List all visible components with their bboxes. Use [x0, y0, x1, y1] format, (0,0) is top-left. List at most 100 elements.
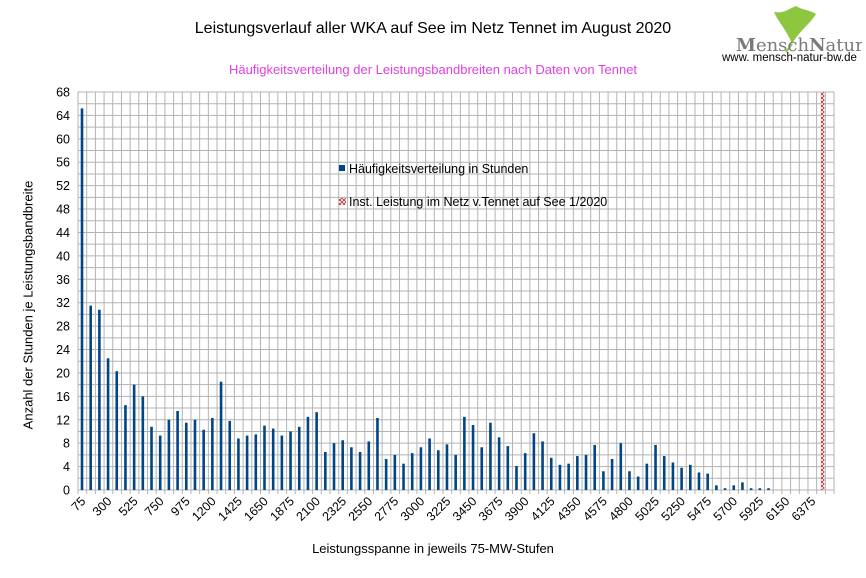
x-tick-label: 3675	[476, 494, 506, 524]
bar	[506, 446, 510, 490]
bar	[410, 453, 414, 490]
x-tick-label: 4800	[606, 494, 636, 524]
x-tick-label: 2325	[320, 494, 350, 524]
bar	[193, 419, 197, 490]
bar	[89, 305, 92, 490]
bar	[489, 422, 492, 490]
bar	[254, 434, 258, 490]
bar	[219, 381, 223, 490]
y-axis-label: Anzahl der Stunden je Leistungsbandbreit…	[20, 180, 36, 430]
x-tick-label: 2550	[346, 494, 376, 524]
bar	[184, 422, 188, 490]
bar	[271, 428, 275, 490]
bar	[541, 441, 544, 490]
bar	[141, 396, 145, 490]
website-url: www. mensch-natur-bw.de	[722, 52, 857, 64]
legend-swatch-frequency	[339, 165, 345, 171]
bar	[662, 456, 666, 490]
bar	[532, 433, 536, 490]
x-tick-label: 3225	[424, 494, 454, 524]
y-tick-label: 36	[56, 273, 70, 287]
bar	[723, 488, 727, 490]
bar	[602, 471, 605, 490]
y-tick-label: 20	[56, 366, 70, 380]
bar	[610, 458, 614, 490]
y-tick-label: 56	[56, 156, 70, 170]
x-tick-label: 4350	[554, 494, 584, 524]
x-tick-label: 3000	[398, 494, 428, 524]
bar	[80, 108, 84, 490]
bar	[402, 463, 405, 490]
bar	[367, 441, 371, 490]
bar	[697, 472, 701, 490]
x-tick-label: 300	[90, 494, 115, 519]
bar	[463, 416, 466, 490]
bar	[523, 453, 527, 490]
bar	[636, 476, 640, 490]
bar	[132, 384, 136, 490]
bar	[384, 458, 388, 490]
bar	[619, 443, 623, 490]
x-tick-label: 1875	[267, 494, 297, 524]
bar	[732, 485, 736, 490]
bar	[428, 438, 431, 490]
y-tick-label: 52	[56, 179, 70, 193]
x-tick-label: 2100	[294, 494, 324, 524]
ginkgo-leaf-icon: MenschNatur	[736, 6, 862, 54]
bar	[263, 425, 266, 490]
y-tick-label: 60	[56, 132, 70, 146]
x-tick-label: 5925	[737, 494, 767, 524]
bar	[297, 426, 301, 490]
y-tick-label: 8	[63, 437, 70, 451]
bar	[115, 371, 119, 490]
bar	[237, 438, 240, 490]
bar	[645, 463, 649, 490]
y-tick-label: 28	[56, 320, 70, 334]
y-tick-label: 48	[56, 203, 70, 217]
bar	[671, 462, 675, 490]
bar	[593, 444, 597, 490]
bar	[158, 435, 162, 490]
chart-title: Leistungsverlauf aller WKA auf See im Ne…	[194, 20, 672, 37]
y-tick-label: 12	[56, 413, 70, 427]
mensch-natur-logo: MenschNatur	[722, 4, 862, 66]
y-tick-label: 0	[63, 484, 70, 498]
bar	[202, 429, 205, 490]
x-tick-label: 5700	[711, 494, 741, 524]
y-tick-label: 40	[56, 249, 70, 263]
bar	[454, 454, 457, 490]
bar	[480, 447, 484, 490]
bar	[706, 473, 709, 490]
bar	[741, 482, 744, 490]
bar	[680, 467, 683, 490]
y-tick-label: 24	[56, 343, 70, 357]
bar	[245, 435, 249, 490]
x-tick-label: 3450	[450, 494, 480, 524]
bar	[471, 425, 475, 490]
bar	[280, 435, 284, 490]
bar	[211, 418, 214, 490]
bar	[124, 405, 127, 490]
bar	[497, 437, 501, 490]
bar	[176, 410, 179, 490]
x-tick-label: 1200	[189, 494, 219, 524]
x-tick-label: 2775	[372, 494, 402, 524]
y-tick-label: 68	[56, 86, 70, 100]
bar	[749, 488, 753, 490]
bar	[445, 444, 449, 490]
y-tick-label: 4	[63, 460, 70, 474]
bar	[306, 416, 310, 490]
x-tick-label: 5025	[632, 494, 662, 524]
bar	[350, 447, 353, 490]
x-tick-label: 75	[69, 494, 89, 514]
bar	[358, 451, 362, 490]
bar	[341, 440, 344, 490]
chart-subtitle: Häufigkeitsverteilung der Leistungsbandb…	[228, 62, 638, 77]
bar	[376, 418, 379, 490]
bar	[567, 463, 570, 490]
y-tick-label: 32	[56, 296, 70, 310]
bar	[98, 309, 101, 490]
bar	[289, 431, 292, 490]
x-tick-label: 4575	[580, 494, 610, 524]
